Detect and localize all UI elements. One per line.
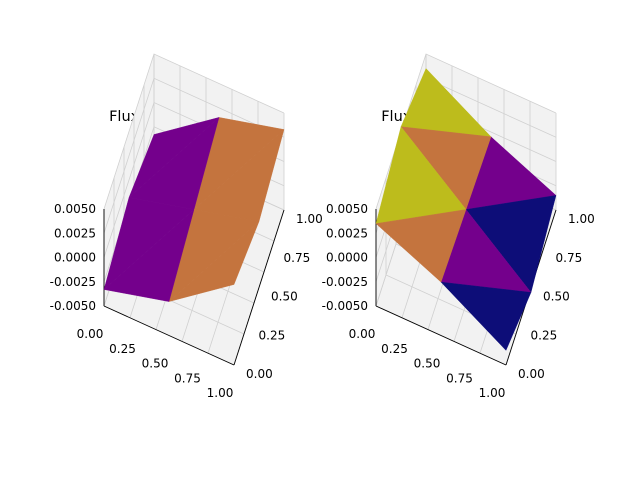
z-tick-label: 0.0025 bbox=[54, 226, 96, 240]
z-tick-label: 0.0050 bbox=[54, 202, 96, 216]
tick-labels: 0.00 0.25 0.50 0.75 1.00 0.00 0.25 0.50 0.75 1.00… bbox=[50, 202, 323, 400]
z-tick-label: 0.0025 bbox=[326, 226, 368, 240]
surface-plot bbox=[375, 68, 557, 351]
y-axis-line bbox=[233, 209, 285, 366]
z-tick-label: 0.0000 bbox=[326, 251, 368, 265]
y-tick-label: 0.75 bbox=[284, 251, 311, 265]
x-tick-label: 0.50 bbox=[414, 357, 441, 371]
y-tick-label: 0.75 bbox=[556, 251, 583, 265]
y-tick-label: 0.50 bbox=[543, 290, 570, 304]
x-tick-label: 0.00 bbox=[77, 327, 104, 341]
x-tick-label: 0.50 bbox=[142, 357, 169, 371]
y-tick-label: 1.00 bbox=[568, 212, 595, 226]
x-axis-line bbox=[103, 305, 235, 366]
grid-line-z bbox=[103, 77, 285, 234]
z-tick-label: -0.0050 bbox=[322, 299, 368, 313]
y-tick-label: 0.25 bbox=[531, 328, 558, 342]
z-tick-label: -0.0050 bbox=[50, 299, 96, 313]
surface-facet bbox=[168, 221, 260, 302]
grid-line-z bbox=[103, 53, 285, 210]
y-tick-label: 1.00 bbox=[296, 212, 323, 226]
x-tick-label: 0.00 bbox=[349, 327, 376, 341]
z-tick-label: -0.0025 bbox=[322, 275, 368, 289]
surface-facet bbox=[103, 208, 195, 302]
x-tick-label: 1.00 bbox=[479, 386, 506, 400]
surface-facet bbox=[375, 209, 467, 283]
y-tick-label: 0.00 bbox=[246, 367, 273, 381]
x-tick-label: 1.00 bbox=[207, 386, 234, 400]
grid-line-z bbox=[375, 53, 557, 210]
z-tick-label: 0.0000 bbox=[54, 251, 96, 265]
x-tick-label: 0.75 bbox=[446, 371, 473, 385]
z-tick-label: -0.0025 bbox=[50, 275, 96, 289]
axis-lines bbox=[103, 209, 285, 366]
x-axis-line bbox=[375, 305, 507, 366]
y-tick-label: 0.25 bbox=[259, 328, 286, 342]
z-tick-label: 0.0050 bbox=[326, 202, 368, 216]
x-tick-label: 0.25 bbox=[381, 342, 408, 356]
x-tick-label: 0.75 bbox=[174, 371, 201, 385]
subplot-flux-y: Flux field in y-direction 0.000.250.500.… bbox=[322, 53, 595, 400]
y-tick-label: 0.50 bbox=[271, 290, 298, 304]
surface-facet bbox=[440, 281, 532, 351]
surface-plot bbox=[103, 116, 285, 303]
y-tick-label: 0.00 bbox=[518, 367, 545, 381]
x-tick-label: 0.25 bbox=[109, 342, 136, 356]
tick-labels: 0.00 0.25 0.50 0.75 1.00 0.00 0.25 0.50 0.75 1.00… bbox=[322, 202, 595, 400]
subplot-flux-x: Flux field in x-direction 0.000.250.500.… bbox=[50, 53, 323, 400]
